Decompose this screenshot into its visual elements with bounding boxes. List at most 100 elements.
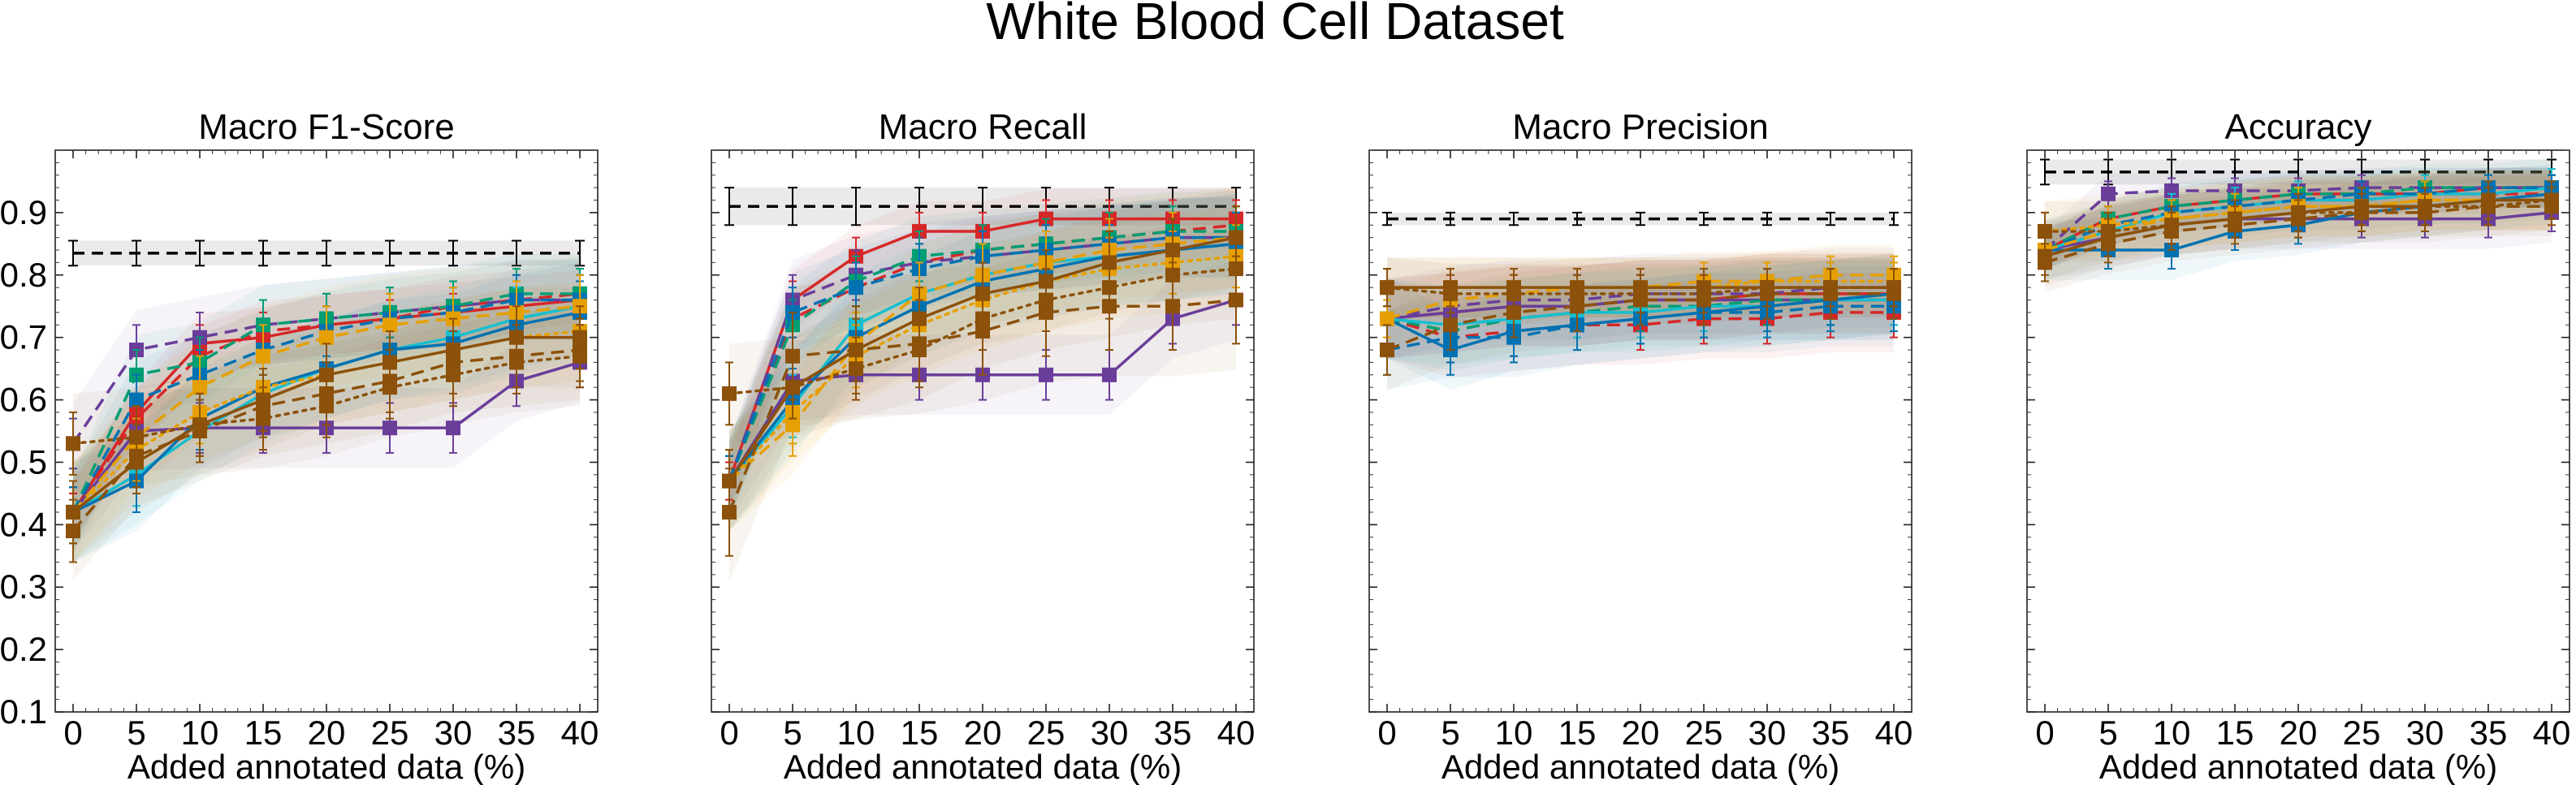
data-point (1102, 280, 1117, 295)
data-point (509, 355, 524, 370)
plot-content (722, 187, 1243, 583)
x-axis-label: Added annotated data (%) (128, 748, 525, 785)
data-point (319, 399, 334, 414)
panel-title: Accuracy (2225, 107, 2372, 147)
x-tick-label: 10 (2153, 714, 2191, 752)
data-point (2544, 192, 2559, 208)
data-point (2481, 199, 2496, 214)
data-point (319, 330, 334, 345)
x-tick-label: 10 (1495, 714, 1533, 752)
data-point (849, 361, 863, 377)
data-point (1887, 280, 1901, 295)
data-point (2291, 205, 2306, 220)
series-line (71, 354, 581, 446)
data-point (1102, 367, 1117, 382)
x-tick-label: 5 (127, 714, 145, 752)
data-point (1443, 286, 1458, 301)
x-axis-label: Added annotated data (%) (2099, 748, 2497, 785)
x-tick-label: 40 (561, 714, 599, 752)
plot-content (66, 239, 587, 581)
data-point (2101, 223, 2116, 239)
x-tick-label: 0 (63, 714, 82, 752)
data-point (256, 411, 270, 426)
data-point (2354, 205, 2369, 220)
data-point (849, 280, 863, 295)
x-tick-label: 40 (1217, 714, 1256, 752)
panel-1: Macro F1-Score 0.1 0.2 0.3 0.4 0.5 0.6 0.7 0.8 0.… (0, 107, 599, 785)
series-13 (66, 324, 587, 476)
x-tick-label: 25 (1685, 714, 1723, 752)
data-point (1380, 343, 1394, 358)
y-tick-label: 0.6 (0, 381, 47, 419)
series-line (728, 235, 1236, 482)
data-point (1229, 261, 1243, 277)
x-tick-label: 25 (1027, 714, 1065, 752)
x-tick-label: 15 (244, 714, 283, 752)
data-point (383, 421, 397, 436)
data-point (1506, 286, 1521, 301)
data-point (2038, 255, 2052, 270)
series-line (728, 267, 1238, 395)
x-tick-label: 40 (1875, 714, 1913, 752)
plot-area (1368, 149, 1913, 713)
y-tick-label: 0.4 (0, 505, 47, 543)
x-tick-label: 30 (1748, 714, 1787, 752)
data-point (2228, 211, 2242, 226)
data-point (722, 504, 737, 520)
panel-title: Macro Recall (879, 107, 1087, 147)
panel-3: Macro Precision 0 5 10 15 20 25 30 35 40 Added ann… (1368, 107, 1913, 785)
y-tick-label: 0.9 (0, 193, 47, 231)
chart-panels: Macro F1-Score 0.1 0.2 0.3 0.4 0.5 0.6 0.7 0.8 0.… (0, 107, 2570, 785)
series-13 (2038, 180, 2559, 252)
x-tick-label: 35 (1812, 714, 1850, 752)
data-point (129, 429, 144, 445)
data-point (912, 343, 927, 358)
data-point (1380, 280, 1394, 295)
x-tick-label: 35 (498, 714, 536, 752)
data-point (1165, 267, 1180, 283)
data-point (446, 421, 460, 436)
x-tick-label: 25 (371, 714, 409, 752)
series-13 (1380, 268, 1901, 313)
data-point (785, 380, 800, 395)
series-line (728, 298, 1237, 513)
data-point (1380, 311, 1394, 326)
data-point (1760, 280, 1774, 295)
series-line (1386, 311, 1894, 339)
x-tick-label: 30 (2406, 714, 2444, 752)
data-point (573, 348, 587, 364)
x-tick-label: 40 (2533, 714, 2571, 752)
x-tick-label: 20 (2280, 714, 2318, 752)
y-tick-label: 0.7 (0, 318, 47, 356)
data-point (975, 311, 990, 326)
data-point (1039, 292, 1053, 308)
x-tick-label: 0 (720, 714, 738, 752)
data-point (2164, 218, 2179, 233)
series-line (2044, 186, 2552, 252)
data-point (2418, 199, 2432, 214)
panel-title: Macro Precision (1512, 107, 1768, 147)
data-point (383, 380, 397, 395)
plot-content (1380, 211, 1901, 390)
x-tick-label: 5 (783, 714, 802, 752)
data-point (129, 392, 144, 408)
x-tick-label: 15 (1558, 714, 1597, 752)
data-point (1039, 367, 1053, 382)
x-tick-label: 10 (837, 714, 875, 752)
series-line (1386, 274, 1894, 321)
x-tick-label: 10 (181, 714, 219, 752)
y-tick-label: 0.3 (0, 567, 47, 606)
x-axis-label: Added annotated data (%) (784, 748, 1182, 785)
series-line (71, 348, 581, 533)
x-tick-label: 5 (2098, 714, 2117, 752)
x-tick-label: 20 (308, 714, 346, 752)
y-tick-label: 0.2 (0, 630, 47, 668)
data-point (446, 367, 460, 382)
data-point (1696, 286, 1711, 301)
data-point (383, 317, 397, 333)
data-point (722, 386, 737, 401)
x-tick-label: 35 (1154, 714, 1192, 752)
x-tick-label: 25 (2343, 714, 2381, 752)
x-tick-label: 20 (1622, 714, 1660, 752)
